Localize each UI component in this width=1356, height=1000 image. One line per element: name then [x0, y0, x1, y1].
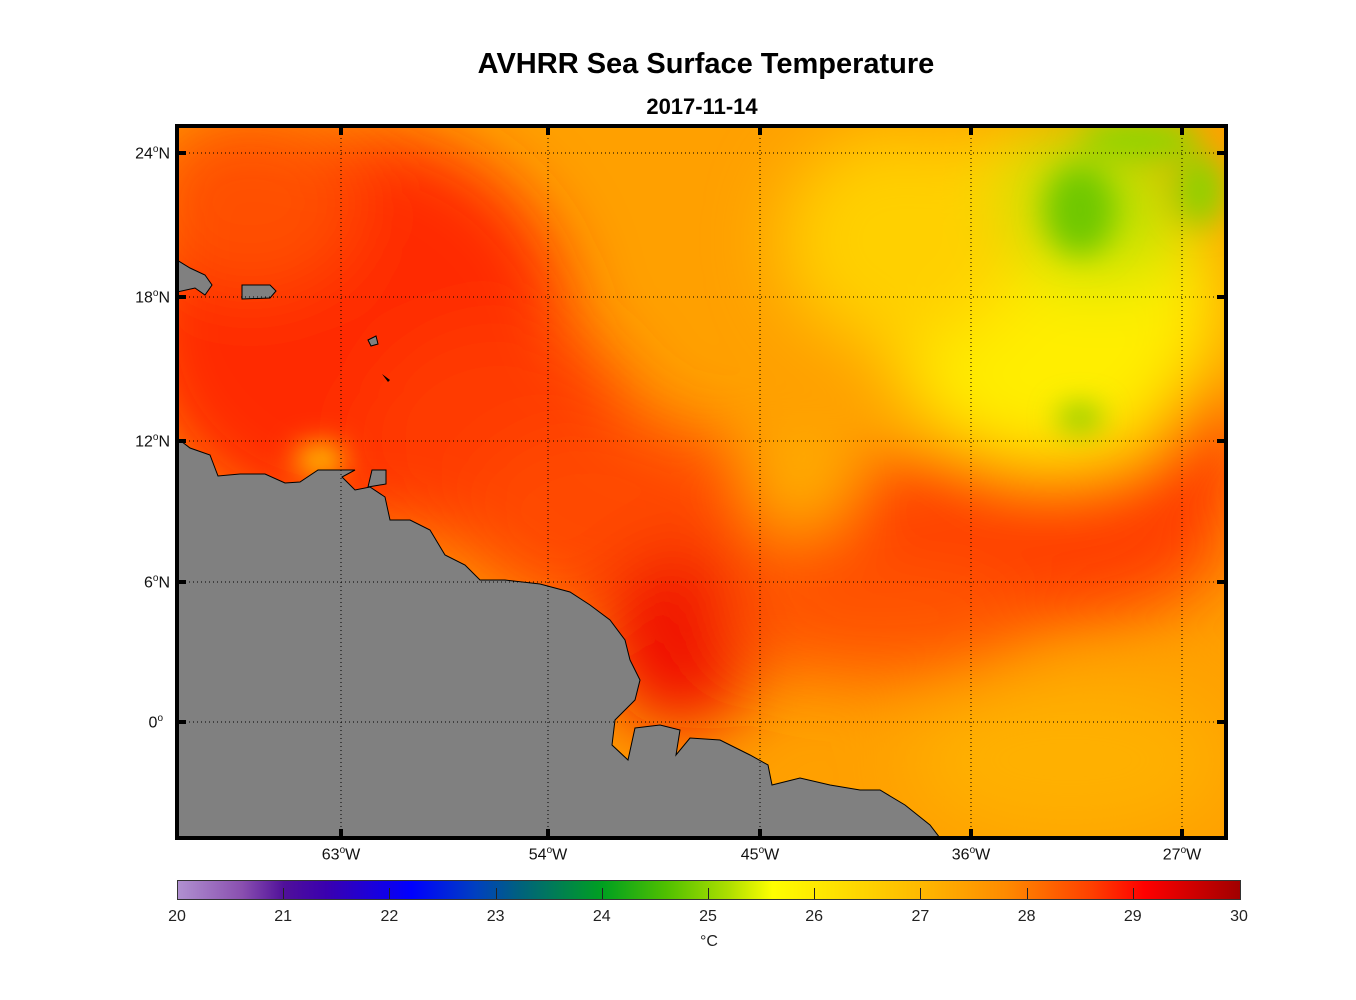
- colorbar-tick-label: 30: [1230, 908, 1248, 925]
- colorbar-tick: [920, 888, 922, 899]
- colorbar-tick: [601, 888, 603, 899]
- land-hispaniola: [177, 259, 213, 296]
- colorbar-tick: [708, 888, 709, 899]
- map-frame: [175, 124, 1228, 840]
- figure-title: AVHRR Sea Surface Temperature: [477, 48, 935, 80]
- colorbar-tick: [1026, 888, 1028, 899]
- lat-label: 18oN: [135, 288, 170, 307]
- lon-label: 63oW: [321, 845, 361, 864]
- colorbar-tick: [814, 888, 816, 899]
- colorbar-tick-label: 22: [380, 908, 399, 925]
- lat-label: 24oN: [135, 144, 170, 163]
- land-south-america: [177, 437, 941, 838]
- sst-field: [177, 126, 1226, 838]
- lon-label: 36oW: [951, 845, 991, 864]
- lat-label: 12oN: [135, 432, 170, 451]
- colorbar-unit: °C: [700, 933, 718, 950]
- colorbar-tick-label: 28: [1017, 908, 1036, 925]
- lon-label: 45oW: [740, 845, 780, 864]
- colorbar-tick-label: 25: [699, 908, 717, 925]
- lon-label: 27oW: [1162, 845, 1202, 864]
- figure-date: 2017-11-14: [646, 94, 758, 119]
- land-guadeloupe: [367, 335, 379, 347]
- lat-label: 6oN: [143, 573, 170, 592]
- colorbar-tick: [283, 888, 285, 899]
- colorbar-tick-label: 20: [168, 908, 186, 925]
- colorbar-tick-label: 21: [274, 908, 293, 925]
- land-trinidad: [367, 469, 387, 488]
- lat-label: 0o: [148, 713, 163, 732]
- colorbar-tick-label: 27: [911, 908, 930, 925]
- colorbar-tick: [1132, 888, 1134, 899]
- colorbar: [177, 880, 1241, 900]
- colorbar-tick-label: 29: [1123, 908, 1142, 925]
- colorbar-tick-label: 24: [592, 908, 611, 925]
- colorbar-tick-label: 26: [805, 908, 824, 925]
- lon-label: 54oW: [528, 845, 568, 864]
- colorbar-tick-label: 23: [486, 908, 505, 925]
- land-barbados: [382, 374, 390, 382]
- colorbar-tick: [389, 888, 391, 899]
- colorbar-tick: [495, 888, 497, 899]
- land-puerto-rico: [241, 284, 277, 300]
- graticule: [177, 126, 1226, 838]
